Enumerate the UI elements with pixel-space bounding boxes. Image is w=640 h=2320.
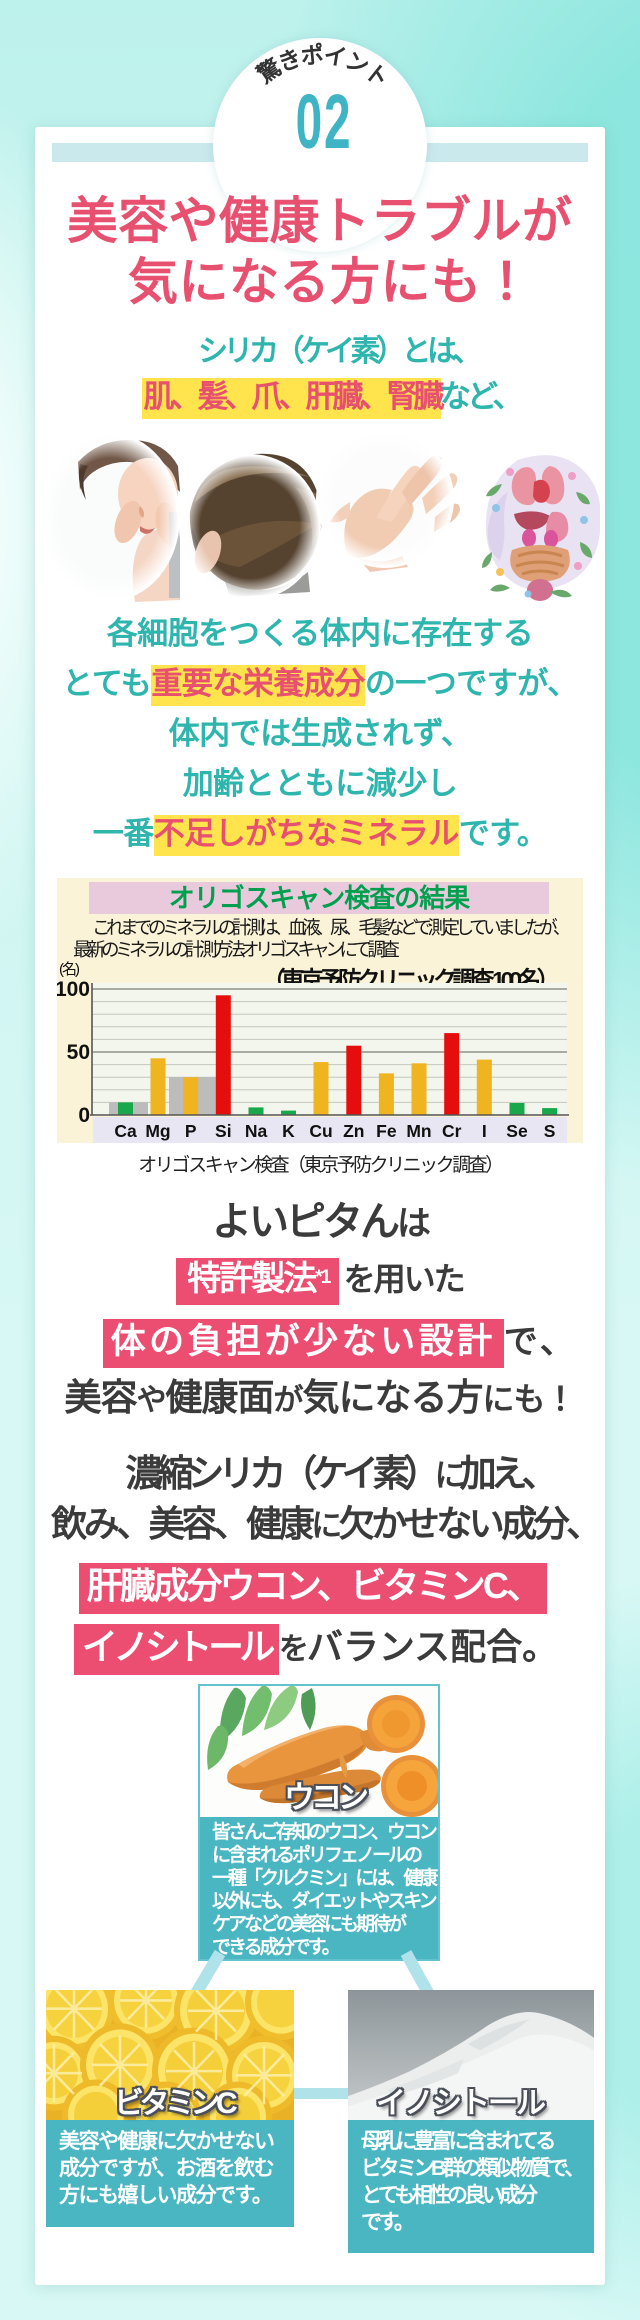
svg-text:Mg: Mg [145, 1121, 170, 1141]
svg-text:I: I [482, 1121, 487, 1141]
svg-text:Cr: Cr [442, 1121, 462, 1141]
svg-text:Si: Si [215, 1121, 232, 1141]
svg-text:100: 100 [57, 978, 90, 1001]
svg-text:S: S [544, 1121, 556, 1141]
svg-text:P: P [185, 1121, 197, 1141]
svg-text:Ca: Ca [114, 1121, 137, 1141]
svg-text:K: K [282, 1121, 295, 1141]
svg-text:Mn: Mn [406, 1121, 431, 1141]
svg-text:Na: Na [245, 1121, 268, 1141]
svg-text:50: 50 [67, 1041, 90, 1064]
svg-text:Fe: Fe [376, 1121, 397, 1141]
svg-text:Se: Se [506, 1121, 528, 1141]
svg-text:0: 0 [78, 1104, 90, 1127]
svg-text:Cu: Cu [309, 1121, 332, 1141]
svg-text:Zn: Zn [343, 1121, 364, 1141]
